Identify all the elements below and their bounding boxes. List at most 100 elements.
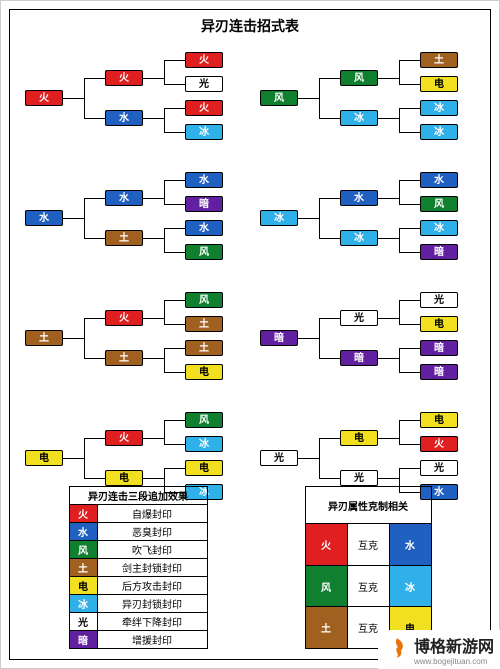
connector xyxy=(164,132,185,133)
element-box: 光 xyxy=(420,460,458,476)
element-cell: 光 xyxy=(69,613,97,631)
connector xyxy=(298,218,319,219)
effect-cell: 增援封印 xyxy=(97,631,207,649)
connector xyxy=(399,238,400,252)
connector xyxy=(84,438,105,439)
connector xyxy=(399,420,400,438)
connector xyxy=(399,300,420,301)
connector xyxy=(399,60,420,61)
connector xyxy=(164,108,165,118)
content-frame: 异刃连击招式表 火火水火光火冰风风冰土电冰冰水水土水暗水风冰水冰水风冰暗土火土风… xyxy=(9,9,491,660)
element-box: 电 xyxy=(25,450,63,466)
connector xyxy=(143,478,164,479)
connector xyxy=(399,324,420,325)
connector xyxy=(319,318,320,338)
connector xyxy=(164,84,185,85)
connector xyxy=(399,108,400,118)
connector xyxy=(399,300,400,318)
connector xyxy=(399,348,400,358)
page-title: 异刃连击招式表 xyxy=(10,10,490,42)
connector xyxy=(164,300,185,301)
element-box: 火 xyxy=(185,52,223,68)
tree-grid: 火火水火光火冰风风冰土电冰冰水水土水暗水风冰水冰水风冰暗土火土风土土电暗光暗光电… xyxy=(10,42,490,522)
effect-cell: 异刃封锁封印 xyxy=(97,595,207,613)
connector xyxy=(84,478,105,479)
connector xyxy=(164,118,165,132)
combo-tree: 冰水冰水风冰暗 xyxy=(255,162,485,272)
connector xyxy=(378,438,399,439)
connector xyxy=(143,358,164,359)
element-box: 光 xyxy=(185,76,223,92)
connector xyxy=(143,198,164,199)
connector xyxy=(319,218,320,238)
element-box: 水 xyxy=(105,110,143,126)
connector xyxy=(319,458,320,478)
connector xyxy=(84,198,85,218)
connector xyxy=(378,318,399,319)
element-box: 火 xyxy=(25,90,63,106)
effect-cell: 吹飞封印 xyxy=(97,541,207,559)
connector xyxy=(378,118,399,119)
element-box: 土 xyxy=(420,52,458,68)
connector xyxy=(164,180,165,198)
element-box: 暗 xyxy=(340,350,378,366)
connector xyxy=(399,444,420,445)
element-box: 风 xyxy=(340,70,378,86)
element-box: 火 xyxy=(420,436,458,452)
element-box: 光 xyxy=(340,310,378,326)
connector xyxy=(164,180,185,181)
element-box: 暗 xyxy=(420,244,458,260)
element-box: 土 xyxy=(185,340,223,356)
counter-table-title: 异刃属性克制相关 xyxy=(305,487,431,524)
element-box: 电 xyxy=(340,430,378,446)
element-box: 土 xyxy=(25,330,63,346)
element-box: 土 xyxy=(185,316,223,332)
element-box: 电 xyxy=(420,316,458,332)
tables-row: 异刃连击三段追加效果火自爆封印水恶臭封印风吹飞封印土剑主封锁封印电后方攻击封印冰… xyxy=(10,486,490,649)
element-cell: 水 xyxy=(69,523,97,541)
connector xyxy=(143,118,164,119)
element-box: 风 xyxy=(420,196,458,212)
connector xyxy=(399,468,420,469)
connector xyxy=(84,338,85,358)
element-box: 火 xyxy=(185,100,223,116)
connector xyxy=(319,358,340,359)
effect-cell: 剑主封锁封印 xyxy=(97,559,207,577)
connector xyxy=(319,198,340,199)
element-cell: 风 xyxy=(69,541,97,559)
effect-cell: 后方攻击封印 xyxy=(97,577,207,595)
connector xyxy=(399,132,420,133)
relation-cell: 互克 xyxy=(347,565,389,607)
element-box: 光 xyxy=(340,470,378,486)
connector xyxy=(399,118,400,132)
effects-table: 异刃连击三段追加效果火自爆封印水恶臭封印风吹飞封印土剑主封锁封印电后方攻击封印冰… xyxy=(69,486,208,649)
element-cell: 火 xyxy=(305,524,347,566)
connector xyxy=(164,60,165,78)
connector xyxy=(63,338,84,339)
connector xyxy=(399,372,420,373)
element-box: 火 xyxy=(105,70,143,86)
combo-tree: 暗光暗光电暗暗 xyxy=(255,282,485,392)
element-box: 风 xyxy=(185,292,223,308)
element-box: 风 xyxy=(185,412,223,428)
combo-tree: 水水土水暗水风 xyxy=(20,162,250,272)
relation-cell: 互克 xyxy=(347,524,389,566)
element-box: 冰 xyxy=(185,436,223,452)
connector xyxy=(84,198,105,199)
connector xyxy=(164,444,185,445)
watermark-text-block: 博格新游网 www.bogejituan.com xyxy=(414,633,494,666)
connector xyxy=(143,318,164,319)
element-cell: 水 xyxy=(389,524,431,566)
element-box: 风 xyxy=(185,244,223,260)
element-box: 冰 xyxy=(340,230,378,246)
connector xyxy=(399,348,420,349)
connector xyxy=(164,372,185,373)
connector xyxy=(378,198,399,199)
connector xyxy=(84,318,85,338)
element-cell: 火 xyxy=(69,505,97,523)
connector xyxy=(399,468,400,478)
connector xyxy=(84,118,105,119)
connector xyxy=(164,348,165,358)
connector xyxy=(378,78,399,79)
element-box: 水 xyxy=(420,172,458,188)
